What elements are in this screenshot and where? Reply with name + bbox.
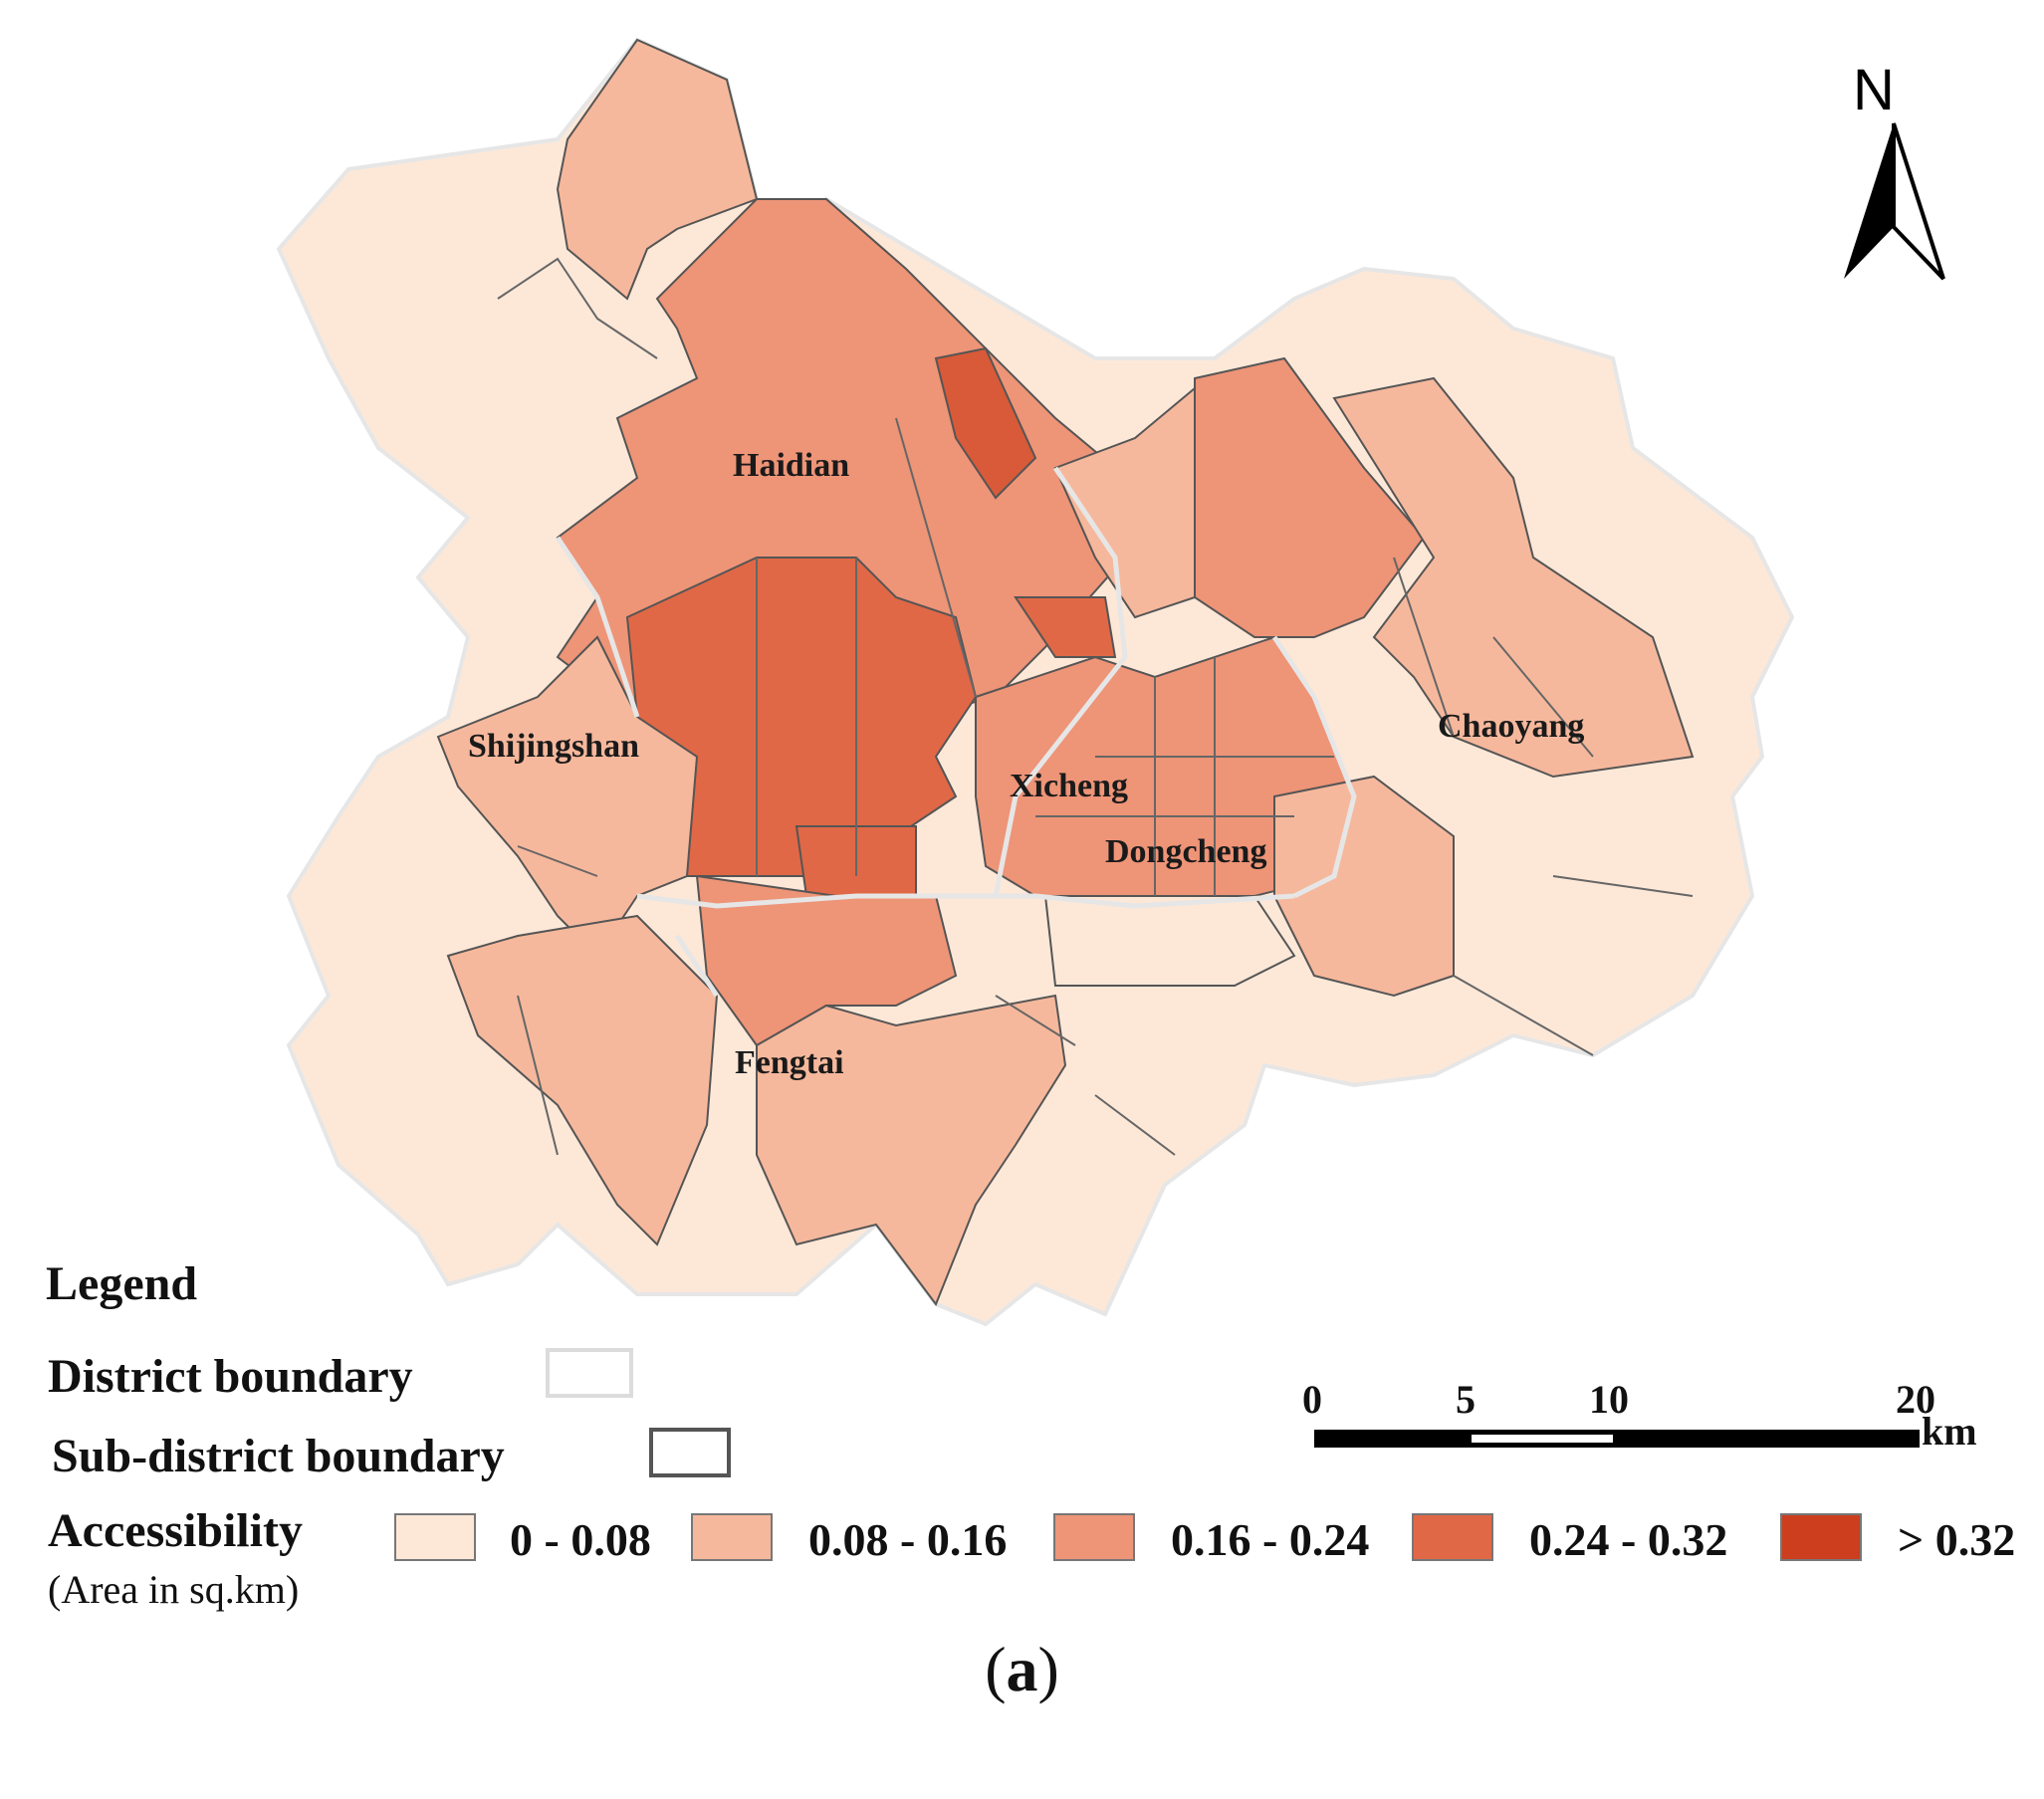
legend-district-boundary-label: District boundary	[48, 1350, 413, 1403]
legend-subdistrict-boundary-label: Sub-district boundary	[52, 1430, 505, 1482]
chaoyang-mid-region	[1332, 376, 1695, 779]
scale-tick-5: 5	[1456, 1377, 1476, 1422]
caption-letter: a	[1006, 1634, 1038, 1704]
legend-class-5-label: > 0.32	[1898, 1514, 2016, 1565]
legend-class-2-label: 0.08 - 0.16	[808, 1514, 1008, 1565]
legend-class-1-label: 0 - 0.08	[510, 1514, 651, 1565]
scale-tick-10: 10	[1589, 1377, 1629, 1422]
subdistrict-boundaries	[497, 257, 1694, 1156]
legend-class-3-swatch	[1053, 1513, 1135, 1561]
xicheng-dark-block	[1014, 596, 1117, 658]
north-center-region	[1053, 385, 1196, 619]
district-label-dongcheng: Dongcheng	[1105, 833, 1266, 870]
shijingshan-region	[436, 635, 699, 958]
legend-subdistrict-boundary-swatch	[649, 1428, 731, 1477]
chaoyang-north-region	[1194, 356, 1426, 638]
scale-tick-20: 20	[1896, 1377, 1935, 1422]
north-arrow-label: N	[1853, 58, 1895, 122]
scale-tick-0: 0	[1302, 1377, 1322, 1422]
southeast-central-region	[1273, 775, 1455, 998]
figure-caption: (a)	[0, 1633, 2044, 1706]
legend-class-3-label: 0.16 - 0.24	[1171, 1514, 1370, 1565]
haidian-dark-strip	[934, 346, 1037, 500]
caption-open: (	[985, 1634, 1007, 1704]
district-label-haidian: Haidian	[733, 447, 849, 484]
legend-class-4-swatch	[1412, 1513, 1493, 1561]
district-label-chaoyang: Chaoyang	[1438, 708, 1584, 745]
legend-class-5-swatch	[1780, 1513, 1862, 1561]
legend-class-1-swatch	[394, 1513, 476, 1561]
district-label-shijingshan: Shijingshan	[468, 728, 639, 765]
legend-district-boundary-swatch	[546, 1348, 633, 1398]
legend-accessibility-label: Accessibility	[48, 1504, 303, 1557]
legend-title: Legend	[46, 1257, 198, 1310]
legend-area-note: (Area in sq.km)	[48, 1567, 300, 1612]
legend-class-2-swatch	[691, 1513, 773, 1561]
scale-bar	[1314, 1430, 1920, 1448]
legend-class-4-label: 0.24 - 0.32	[1529, 1514, 1728, 1565]
district-boundaries	[555, 466, 1357, 998]
north-arrow-icon: N	[1844, 58, 1945, 281]
district-label-xicheng: Xicheng	[1010, 768, 1128, 804]
caption-close: )	[1037, 1634, 1059, 1704]
dongcheng-south-light	[1043, 895, 1296, 987]
fengtai-south-region	[756, 994, 1067, 1307]
scale-unit: km	[1922, 1409, 1977, 1454]
haidian-north-region	[556, 38, 759, 301]
district-label-fengtai: Fengtai	[735, 1044, 844, 1081]
fengtai-west-region	[446, 914, 719, 1246]
